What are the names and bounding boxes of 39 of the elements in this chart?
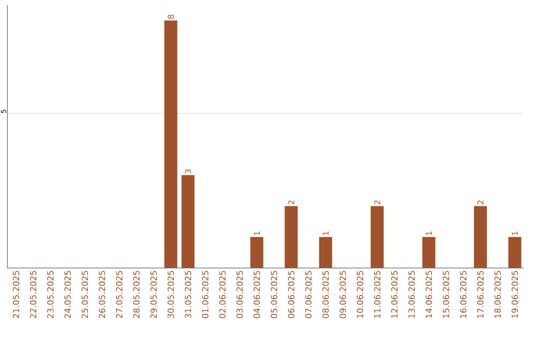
x-tick-label: 16.06.2025: [460, 270, 466, 318]
x-tick-label: 09.06.2025: [340, 270, 346, 318]
x-tick-label: 17.06.2025: [477, 270, 484, 318]
x-tick-label: 18.06.2025: [494, 270, 501, 318]
x-tick-label: 12.06.2025: [391, 270, 398, 318]
x-tick-label: 02.06.2025: [219, 270, 226, 318]
x-tick-label: 27.05.2025: [116, 270, 122, 318]
x-tick-label: 22.05.2025: [30, 270, 36, 318]
x-tick-label: 07.06.2025: [305, 270, 312, 318]
x-tick-label: 14.06.2025: [426, 270, 432, 318]
x-tick-label: 10.06.2025: [356, 270, 364, 318]
x-tick-label: 13.06.2025: [408, 270, 415, 318]
x-tick-label: 05.06.2025: [270, 270, 278, 318]
x-tick-label: 06.06.2025: [288, 270, 294, 318]
x-tick-label: 01.06.2025: [202, 270, 208, 318]
x-tick-label: 30.05.2025: [168, 270, 174, 318]
x-tick-label: 23.05.2025: [47, 270, 54, 318]
bar: [250, 237, 264, 268]
x-tick-label: 08.06.2025: [322, 270, 329, 318]
x-tick-label: 21.05.2025: [12, 270, 20, 318]
bar: [508, 237, 522, 268]
x-tick-label: 03.06.2025: [236, 270, 243, 318]
x-tick-label: 28.05.2025: [133, 270, 140, 318]
x-tick-label: 11.06.2025: [374, 270, 380, 318]
x-tick-label: 04.06.2025: [254, 270, 260, 318]
x-tick-label: 15.06.2025: [442, 270, 450, 318]
x-tick-label: 26.05.2025: [98, 270, 106, 318]
x-tick-label: 29.05.2025: [150, 270, 157, 318]
bar: [284, 206, 298, 268]
bar: [164, 20, 178, 268]
bar: [370, 206, 384, 268]
x-tick-label: 31.05.2025: [184, 270, 192, 318]
x-tick-label: 24.05.2025: [64, 270, 71, 318]
bar: [182, 175, 194, 268]
bar: [422, 237, 436, 268]
bar: [319, 237, 332, 268]
x-tick-label: 25.05.2025: [82, 270, 88, 318]
bar: [474, 206, 487, 268]
x-tick-label: 19.06.2025: [512, 270, 518, 318]
